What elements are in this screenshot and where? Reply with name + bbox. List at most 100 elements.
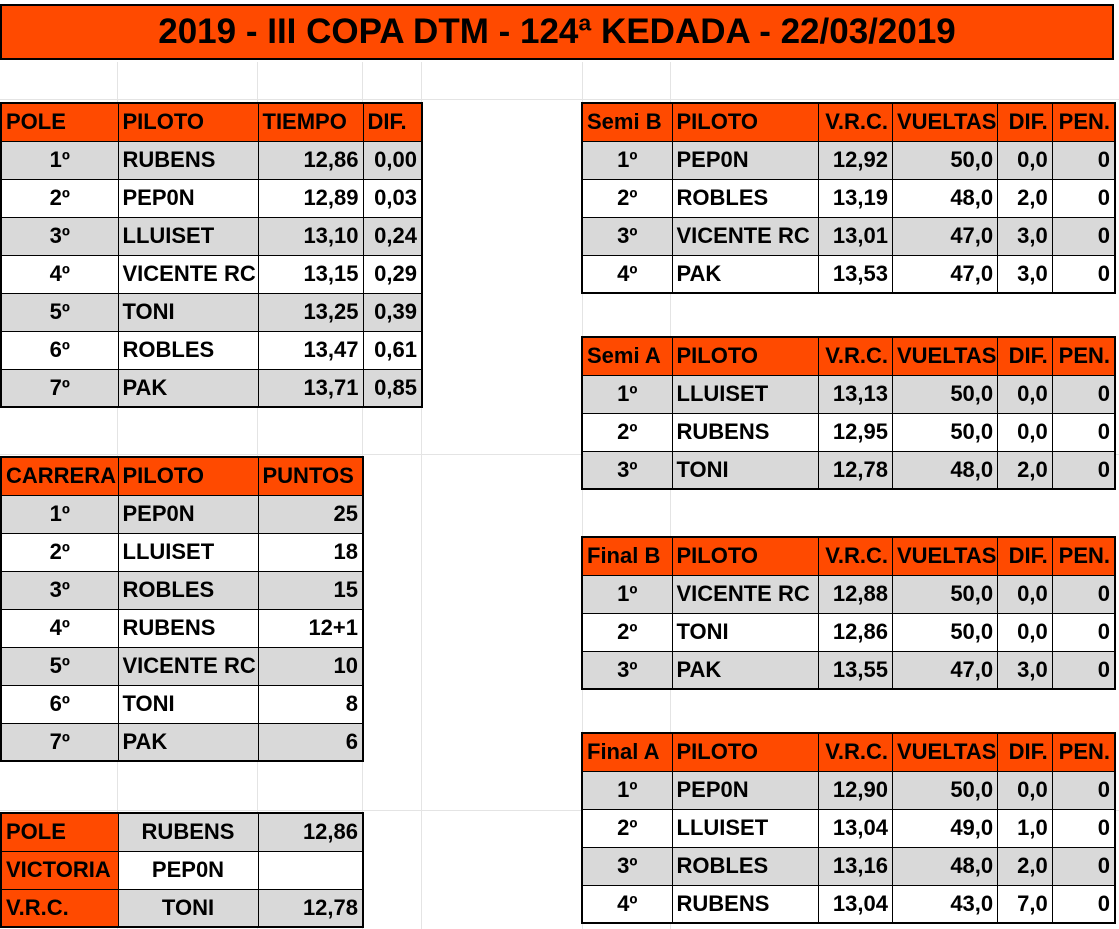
pos-cell: 3º [581,216,673,256]
table-row: 2º TONI 12,86 50,0 0,0 0 [581,612,1116,652]
pos-cell: 4º [0,254,119,294]
dif-cell: 2,0 [997,178,1053,218]
piloto-cell: RUBENS [117,812,259,852]
vrc-cell: 12,92 [818,140,893,180]
final-b-table: Final B PILOTO V.R.C. VUELTAS DIF. PEN. … [581,536,1116,690]
vueltas-cell: 50,0 [891,140,999,180]
pole-table: POLE PILOTO TIEMPO DIF. 1º RUBENS 12,86 … [0,102,423,408]
vueltas-cell: 50,0 [891,412,999,452]
tiempo-cell: 13,15 [257,254,364,294]
page-title: 2019 - III COPA DTM - 124ª KEDADA - 22/0… [0,4,1114,60]
header-cell: DIF. [362,102,423,142]
puntos-cell: 12+1 [257,608,364,648]
piloto-cell: ROBLES [117,330,259,370]
piloto-cell: PAK [117,368,259,408]
dif-cell: 7,0 [997,884,1053,924]
dif-cell: 0,85 [362,368,423,408]
vrc-cell: 13,55 [818,650,893,690]
dif-cell: 0,0 [997,412,1053,452]
vueltas-cell: 50,0 [891,574,999,614]
header-cell: VUELTAS [891,536,999,576]
valor-cell: 12,78 [257,888,364,928]
header-cell: PILOTO [671,102,820,142]
dif-cell: 0,0 [997,612,1053,652]
dif-cell: 0,00 [362,140,423,180]
piloto-cell: PEP0N [117,494,259,534]
final-a-table: Final A PILOTO V.R.C. VUELTAS DIF. PEN. … [581,732,1116,924]
vueltas-cell: 47,0 [891,650,999,690]
table-header-row: Semi B PILOTO V.R.C. VUELTAS DIF. PEN. [581,102,1116,142]
pos-cell: 6º [0,684,119,724]
table-row: 7º PAK 13,71 0,85 [0,368,423,408]
puntos-cell: 25 [257,494,364,534]
puntos-cell: 18 [257,532,364,572]
vueltas-cell: 43,0 [891,884,999,924]
piloto-cell: PAK [671,254,820,294]
dif-cell: 3,0 [997,650,1053,690]
header-cell: PEN. [1051,536,1116,576]
vrc-cell: 13,04 [818,884,893,924]
pos-cell: 2º [0,178,119,218]
vueltas-cell: 48,0 [891,450,999,490]
tiempo-cell: 13,47 [257,330,364,370]
table-row: 3º ROBLES 15 [0,570,364,610]
pos-cell: 3º [0,216,119,256]
puntos-cell: 6 [257,722,364,762]
dif-cell: 0,0 [997,374,1053,414]
valor-cell: 12,86 [257,812,364,852]
dif-cell: 3,0 [997,254,1053,294]
table-row: VICTORIA PEP0N [0,850,364,890]
table-row: 7º PAK 6 [0,722,364,762]
header-cell: Semi A [581,336,673,376]
table-row: 2º PEP0N 12,89 0,03 [0,178,423,218]
dif-cell: 1,0 [997,808,1053,848]
header-cell: VUELTAS [891,732,999,772]
piloto-cell: RUBENS [117,140,259,180]
tiempo-cell: 12,89 [257,178,364,218]
pos-cell: 3º [581,450,673,490]
valor-cell [257,850,364,890]
table-row: 2º LLUISET 18 [0,532,364,572]
vueltas-cell: 50,0 [891,612,999,652]
pos-cell: 3º [0,570,119,610]
puntos-cell: 10 [257,646,364,686]
piloto-cell: PEP0N [117,178,259,218]
piloto-cell: RUBENS [671,412,820,452]
vrc-cell: 13,01 [818,216,893,256]
vrc-cell: 13,19 [818,178,893,218]
pos-cell: 1º [0,140,119,180]
pen-cell: 0 [1051,254,1116,294]
table-row: 6º ROBLES 13,47 0,61 [0,330,423,370]
table-row: 1º VICENTE RC 12,88 50,0 0,0 0 [581,574,1116,614]
summary-label: POLE [0,812,119,852]
table-row: 5º TONI 13,25 0,39 [0,292,423,332]
pen-cell: 0 [1051,884,1116,924]
table-row: 2º RUBENS 12,95 50,0 0,0 0 [581,412,1116,452]
table-header-row: CARRERA PILOTO PUNTOS [0,456,364,496]
vueltas-cell: 47,0 [891,254,999,294]
pen-cell: 0 [1051,650,1116,690]
dif-cell: 0,0 [997,574,1053,614]
header-cell: Final B [581,536,673,576]
piloto-cell: RUBENS [671,884,820,924]
table-row: 3º PAK 13,55 47,0 3,0 0 [581,650,1116,690]
pen-cell: 0 [1051,216,1116,256]
piloto-cell: LLUISET [671,374,820,414]
vrc-cell: 12,90 [818,770,893,810]
piloto-cell: TONI [671,612,820,652]
piloto-cell: PEP0N [671,140,820,180]
pos-cell: 1º [581,374,673,414]
pos-cell: 5º [0,292,119,332]
table-row: 1º LLUISET 13,13 50,0 0,0 0 [581,374,1116,414]
header-cell: VUELTAS [891,102,999,142]
summary-label: V.R.C. [0,888,119,928]
vueltas-cell: 47,0 [891,216,999,256]
header-cell: DIF. [997,336,1053,376]
pos-cell: 1º [581,140,673,180]
header-cell: PUNTOS [257,456,364,496]
vrc-cell: 12,95 [818,412,893,452]
dif-cell: 0,61 [362,330,423,370]
vrc-cell: 12,78 [818,450,893,490]
piloto-cell: TONI [117,684,259,724]
pen-cell: 0 [1051,612,1116,652]
